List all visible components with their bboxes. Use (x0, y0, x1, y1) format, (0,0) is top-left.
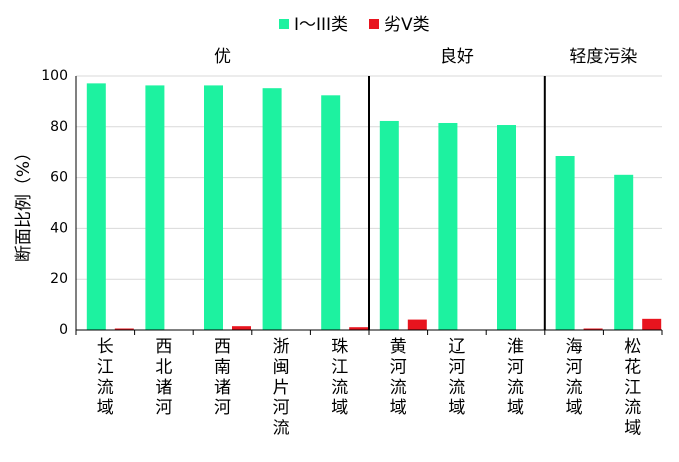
x-category-label: 长江流域 (97, 337, 114, 418)
bars (86, 83, 662, 331)
x-category-label: 西北诸河 (155, 337, 172, 418)
x-category-label: 淮河流域 (507, 337, 524, 418)
y-tick-label: 40 (50, 220, 68, 236)
x-category-label: 西南诸河 (214, 337, 231, 418)
axes (75, 76, 663, 335)
x-category-label: 海河流域 (566, 337, 583, 418)
legend-label-1: 劣V类 (384, 15, 430, 35)
group-labels: 优 良好 轻度污染 (214, 47, 637, 67)
y-tick-label: 0 (59, 322, 68, 338)
bar-class-i-iii-2 (204, 85, 223, 330)
y-axis-label: 断面比例（%） (14, 144, 34, 262)
bar-class-i-iii-4 (321, 95, 341, 330)
group-label: 良好 (440, 47, 474, 67)
bar-class-i-iii-7 (497, 125, 516, 330)
x-category-labels: 长江流域 西北诸河 西南诸河 浙闽片河流 珠江流域 黄河流域 辽河流域 淮河流域 海河流域 松花江… (97, 337, 641, 439)
legend: I～III类 劣V类 (279, 15, 430, 35)
bar-class-worse-than-v-0 (114, 328, 134, 330)
bar-class-i-iii-0 (86, 83, 106, 330)
bar-class-i-iii-5 (379, 120, 399, 330)
group-label: 轻度污染 (569, 47, 637, 67)
bar-class-i-iii-3 (262, 88, 282, 330)
bar-class-i-iii-6 (438, 122, 458, 331)
bar-class-worse-than-v-2 (232, 326, 251, 330)
legend-swatch-0 (279, 19, 289, 29)
bar-class-i-iii-8 (555, 156, 575, 330)
x-category-label: 黄河流域 (390, 337, 407, 418)
x-category-label: 浙闽片河流 (273, 337, 290, 439)
x-category-label: 辽河流域 (448, 337, 465, 418)
bar-class-i-iii-1 (145, 85, 165, 330)
y-tick-labels: 0 20 40 60 80 100 (41, 68, 68, 338)
bar-class-worse-than-v-4 (349, 327, 369, 330)
legend-label-0: I～III类 (294, 15, 348, 35)
bar-class-worse-than-v-8 (583, 328, 603, 330)
bar-class-worse-than-v-9 (642, 318, 662, 330)
y-tick-label: 60 (50, 170, 68, 186)
x-category-label: 珠江流域 (331, 337, 348, 418)
group-label: 优 (214, 47, 231, 67)
bar-class-i-iii-9 (614, 174, 634, 330)
bar-class-worse-than-v-5 (407, 319, 427, 330)
y-tick-label: 100 (41, 68, 68, 84)
x-category-label: 松花江流域 (624, 337, 641, 439)
y-tick-label: 20 (50, 271, 68, 287)
y-tick-label: 80 (50, 119, 68, 135)
legend-swatch-1 (369, 19, 379, 29)
